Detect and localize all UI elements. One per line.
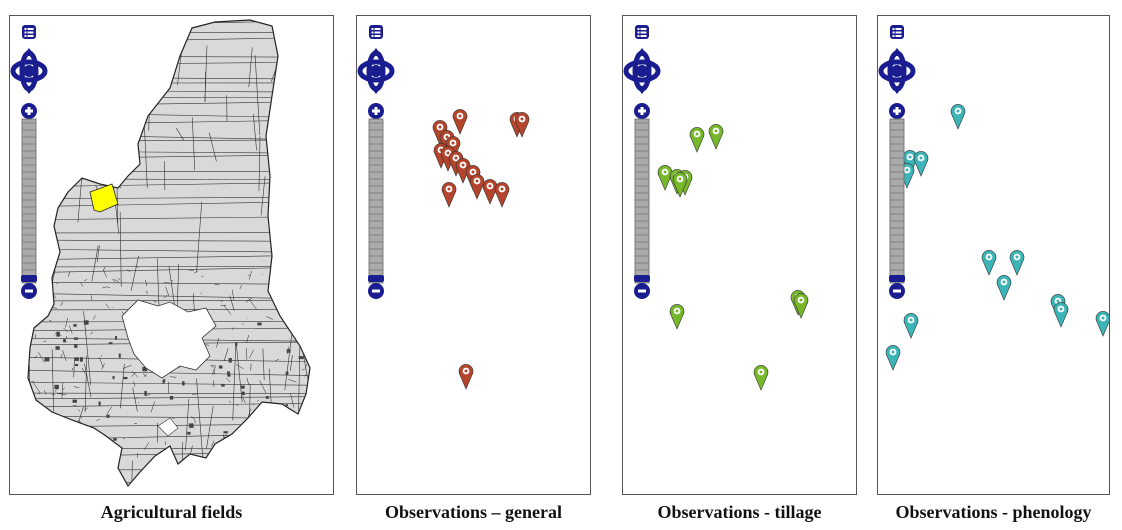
layers-list-icon[interactable] bbox=[890, 25, 904, 39]
map-marker-icon[interactable] bbox=[708, 124, 724, 150]
pan-arrows-icon[interactable] bbox=[623, 48, 661, 94]
map-marker-icon[interactable] bbox=[458, 364, 474, 390]
map-marker-icon[interactable] bbox=[1009, 250, 1025, 276]
pan-arrows-icon[interactable] bbox=[878, 48, 916, 94]
map-marker-icon[interactable] bbox=[950, 104, 966, 130]
plus-icon[interactable] bbox=[889, 103, 905, 119]
map-marker-icon[interactable] bbox=[885, 345, 901, 371]
map-marker-icon[interactable] bbox=[432, 120, 448, 146]
map-control-bar bbox=[623, 25, 661, 299]
map-panel-phenology[interactable] bbox=[877, 15, 1110, 495]
pan-arrows-icon[interactable] bbox=[10, 48, 48, 94]
map-marker-icon[interactable] bbox=[452, 109, 468, 135]
map-marker-icon[interactable] bbox=[903, 313, 919, 339]
minus-icon[interactable] bbox=[368, 283, 384, 299]
highlighted-field bbox=[89, 183, 119, 213]
caption-tillage: Observations - tillage bbox=[657, 502, 822, 522]
map-marker-icon[interactable] bbox=[981, 250, 997, 276]
map-controls bbox=[623, 20, 662, 310]
map-controls bbox=[10, 20, 49, 310]
minus-icon[interactable] bbox=[889, 283, 905, 299]
map-panel-tillage[interactable] bbox=[622, 15, 857, 495]
fields-map bbox=[27, 19, 311, 488]
plus-icon[interactable] bbox=[368, 103, 384, 119]
minus-icon[interactable] bbox=[21, 283, 37, 299]
plus-icon[interactable] bbox=[21, 103, 37, 119]
caption-fields: Agricultural fields bbox=[100, 502, 243, 522]
pan-arrows-icon[interactable] bbox=[357, 48, 395, 94]
zoom-slider[interactable] bbox=[21, 118, 37, 284]
plus-icon[interactable] bbox=[634, 103, 650, 119]
fields-outline bbox=[27, 19, 311, 488]
map-panel-general[interactable] bbox=[356, 15, 591, 495]
layers-list-icon[interactable] bbox=[369, 25, 383, 39]
caption-phenology: Observations - phenology bbox=[895, 502, 1092, 522]
markers-layer-general bbox=[432, 109, 530, 390]
minus-icon[interactable] bbox=[634, 283, 650, 299]
zoom-slider[interactable] bbox=[634, 118, 650, 284]
map-marker-icon[interactable] bbox=[494, 182, 510, 208]
map-controls bbox=[357, 20, 396, 310]
unmapped-area bbox=[121, 299, 217, 379]
zoom-slider-handle bbox=[634, 275, 650, 282]
layers-list-icon[interactable] bbox=[635, 25, 649, 39]
markers-layer-tillage bbox=[657, 124, 809, 391]
zoom-slider-handle bbox=[889, 275, 905, 282]
map-marker-icon[interactable] bbox=[1053, 302, 1069, 328]
map-marker-icon[interactable] bbox=[669, 304, 685, 330]
map-marker-icon[interactable] bbox=[793, 293, 809, 319]
map-marker-icon[interactable] bbox=[1095, 311, 1110, 337]
zoom-slider-handle bbox=[368, 275, 384, 282]
map-controls bbox=[878, 20, 917, 310]
map-marker-icon[interactable] bbox=[689, 127, 705, 153]
map-control-bar bbox=[357, 25, 395, 299]
zoom-slider[interactable] bbox=[889, 118, 905, 284]
map-control-bar bbox=[878, 25, 916, 299]
map-marker-icon[interactable] bbox=[441, 182, 457, 208]
map-marker-icon[interactable] bbox=[672, 172, 688, 198]
layers-list-icon[interactable] bbox=[22, 25, 36, 39]
map-marker-icon[interactable] bbox=[753, 365, 769, 391]
zoom-slider-handle bbox=[21, 275, 37, 282]
map-marker-icon[interactable] bbox=[657, 165, 673, 191]
map-marker-icon[interactable] bbox=[996, 275, 1012, 301]
map-marker-icon[interactable] bbox=[482, 179, 498, 205]
map-marker-icon[interactable] bbox=[514, 112, 530, 138]
caption-general: Observations – general bbox=[385, 502, 562, 522]
map-marker-icon[interactable] bbox=[913, 151, 929, 177]
map-control-bar bbox=[10, 25, 48, 299]
map-marker-icon[interactable] bbox=[469, 174, 485, 200]
map-panel-fields[interactable] bbox=[9, 15, 334, 495]
zoom-slider[interactable] bbox=[368, 118, 384, 284]
